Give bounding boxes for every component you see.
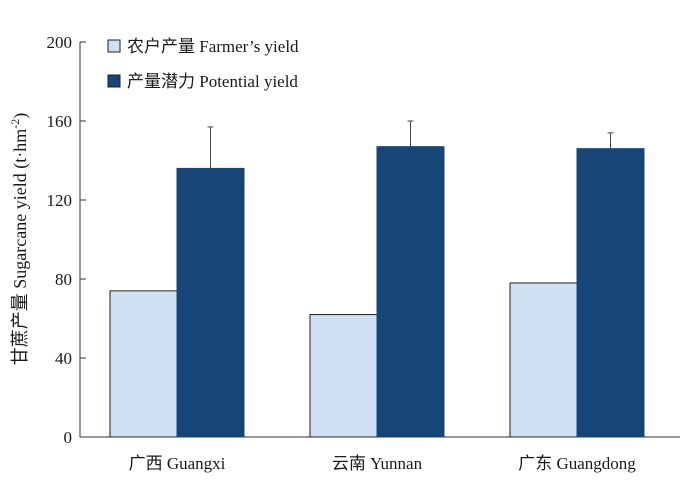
y-axis-label-superscript: -2: [8, 119, 22, 129]
y-tick-label: 160: [47, 112, 73, 131]
bar-farmers-yield: [509, 282, 578, 438]
bar-potential-yield: [576, 148, 645, 438]
legend-swatch-farmers-yield: [107, 39, 121, 53]
bar-potential-yield: [176, 167, 245, 438]
legend-item-potential-yield: 产量潜力 Potential yield: [107, 72, 298, 91]
x-ticks: 广西 Guangxi 云南 Yunnan 广东 Guangdong: [129, 454, 637, 473]
x-tick-label: 云南 Yunnan: [332, 454, 423, 473]
x-tick-label: 广东 Guangdong: [518, 454, 636, 473]
legend: 农户产量 Farmer’s yield 产量潜力 Potential yield: [107, 37, 299, 91]
y-ticks: 0 40 80 120 160 200: [47, 33, 86, 447]
plot-area: 0 40 80 120 160 200 广西 Guangxi 云南 Yunnan 广东 Gua…: [47, 33, 680, 473]
legend-swatch-potential-yield: [107, 74, 121, 88]
y-axis-label: 甘蔗产量 Sugarcane yield (t·hm-2): [8, 113, 31, 365]
legend-item-farmers-yield: 农户产量 Farmer’s yield: [107, 37, 299, 56]
legend-label-potential-yield: 产量潜力 Potential yield: [127, 72, 298, 91]
y-axis-label-tail: ): [10, 113, 31, 119]
bar-farmers-yield: [109, 290, 178, 438]
bars: [109, 120, 645, 438]
legend-label-farmers-yield: 农户产量 Farmer’s yield: [127, 37, 299, 56]
x-tick-label: 广西 Guangxi: [129, 454, 226, 473]
y-tick-label: 80: [55, 270, 72, 289]
y-tick-label: 0: [64, 428, 73, 447]
bar-potential-yield: [376, 146, 445, 438]
bar-farmers-yield: [309, 314, 378, 438]
y-tick-label: 120: [47, 191, 73, 210]
y-axis-label-main: 甘蔗产量 Sugarcane yield (t·hm: [10, 129, 31, 365]
y-tick-label: 40: [55, 349, 72, 368]
y-tick-label: 200: [47, 33, 73, 52]
